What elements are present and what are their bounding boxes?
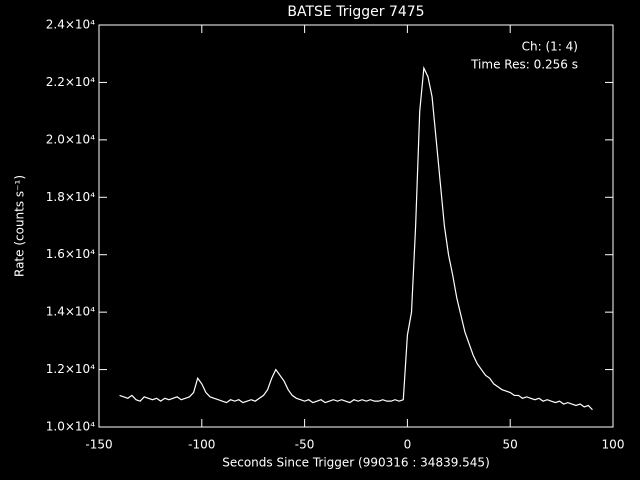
x-tick-label: -100: [188, 438, 215, 452]
y-tick-label: 2.0×10⁴: [46, 132, 95, 146]
chart-title: BATSE Trigger 7475: [287, 4, 424, 20]
y-tick-label: 1.4×10⁴: [46, 305, 95, 319]
annotation: Time Res: 0.256 s: [470, 58, 578, 72]
y-tick-label: 2.2×10⁴: [46, 75, 95, 89]
x-axis-label: Seconds Since Trigger (990316 : 34839.54…: [222, 456, 490, 470]
y-tick-label: 1.2×10⁴: [46, 362, 95, 376]
x-tick-label: 50: [503, 438, 518, 452]
y-tick-label: 2.4×10⁴: [46, 18, 95, 32]
x-tick-label: -50: [295, 438, 315, 452]
x-tick-label: 0: [404, 438, 412, 452]
x-tick-label: -150: [85, 438, 112, 452]
annotation: Ch: (1: 4): [522, 40, 578, 54]
light-curve: [119, 65, 593, 411]
y-tick-label: 1.6×10⁴: [46, 247, 95, 261]
x-tick-label: 100: [602, 438, 625, 452]
y-axis-label: Rate (counts s⁻¹): [13, 175, 27, 277]
y-tick-label: 1.0×10⁴: [46, 420, 95, 434]
plot-frame: [98, 24, 614, 428]
y-tick-label: 1.8×10⁴: [46, 190, 95, 204]
